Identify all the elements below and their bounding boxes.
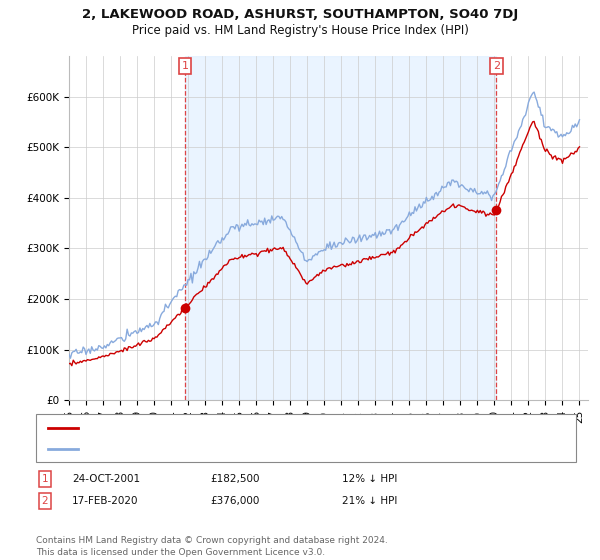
Text: 17-FEB-2020: 17-FEB-2020 [72,496,139,506]
Text: 2: 2 [493,61,500,71]
Bar [185,56,496,400]
Text: £376,000: £376,000 [210,496,259,506]
Text: 24-OCT-2001: 24-OCT-2001 [72,474,140,484]
Text: 1: 1 [181,61,188,71]
Text: 1: 1 [41,474,49,484]
Text: £182,500: £182,500 [210,474,260,484]
Text: 12% ↓ HPI: 12% ↓ HPI [342,474,397,484]
Text: Contains HM Land Registry data © Crown copyright and database right 2024.
This d: Contains HM Land Registry data © Crown c… [36,536,388,557]
Text: 2, LAKEWOOD ROAD, ASHURST, SOUTHAMPTON, SO40 7DJ (detached house): 2, LAKEWOOD ROAD, ASHURST, SOUTHAMPTON, … [81,423,482,433]
Text: 2, LAKEWOOD ROAD, ASHURST, SOUTHAMPTON, SO40 7DJ: 2, LAKEWOOD ROAD, ASHURST, SOUTHAMPTON, … [82,8,518,21]
Text: 2: 2 [41,496,49,506]
Text: HPI: Average price, detached house, New Forest: HPI: Average price, detached house, New … [81,444,332,454]
Text: 21% ↓ HPI: 21% ↓ HPI [342,496,397,506]
Text: Price paid vs. HM Land Registry's House Price Index (HPI): Price paid vs. HM Land Registry's House … [131,24,469,36]
